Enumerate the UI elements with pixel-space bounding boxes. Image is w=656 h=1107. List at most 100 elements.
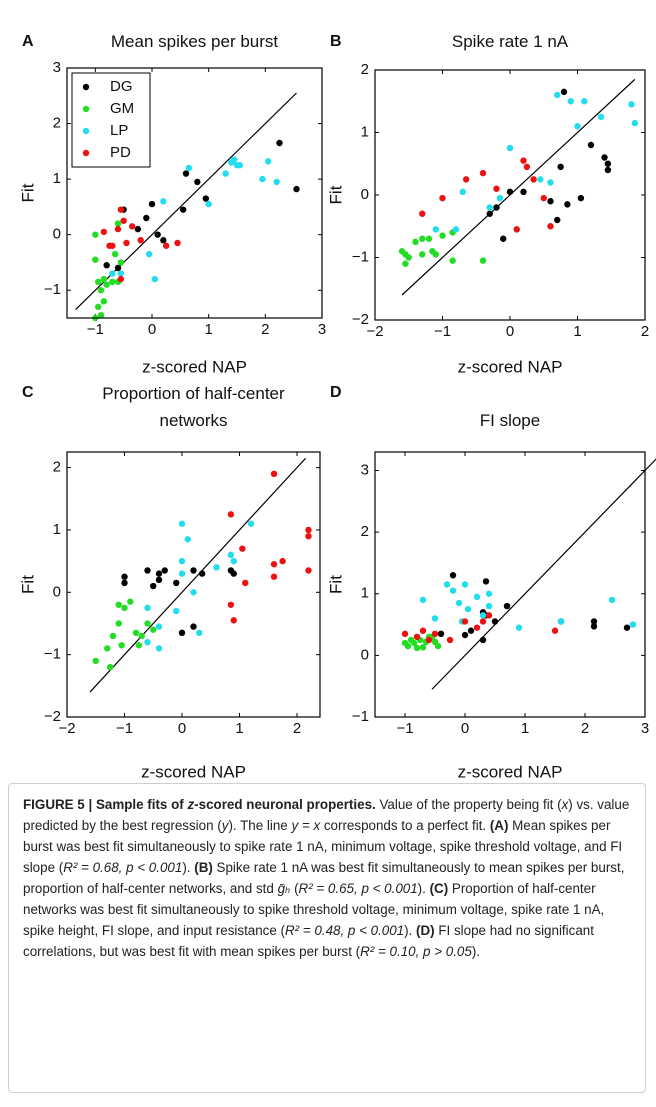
data-point bbox=[293, 185, 300, 193]
data-point bbox=[402, 260, 409, 267]
data-point bbox=[185, 164, 193, 172]
data-point bbox=[121, 579, 128, 587]
data-point bbox=[239, 545, 246, 552]
data-point bbox=[604, 160, 612, 167]
data-point bbox=[449, 572, 457, 579]
y-axis-label: Fit bbox=[326, 185, 345, 204]
panel-title: Proportion of half-center networks bbox=[102, 384, 285, 430]
axes-box bbox=[374, 451, 646, 718]
data-point bbox=[419, 235, 426, 242]
y-tick-label: 2 bbox=[361, 61, 369, 78]
data-point bbox=[452, 226, 460, 233]
x-tick-label: 1 bbox=[521, 720, 529, 737]
data-point bbox=[270, 561, 278, 568]
data-point bbox=[115, 620, 122, 627]
data-point bbox=[137, 237, 144, 244]
data-point bbox=[94, 278, 102, 286]
data-point bbox=[213, 564, 220, 571]
data-point bbox=[449, 257, 456, 264]
data-point bbox=[439, 194, 446, 202]
data-point bbox=[486, 210, 493, 217]
caption-text: (A) bbox=[489, 818, 509, 833]
data-point bbox=[513, 226, 520, 233]
data-point bbox=[109, 278, 116, 286]
data-point bbox=[461, 581, 469, 588]
data-point bbox=[557, 163, 564, 171]
caption-text: ). The line bbox=[228, 818, 292, 833]
data-point bbox=[127, 598, 134, 605]
data-point bbox=[305, 526, 312, 534]
data-point bbox=[482, 578, 490, 585]
data-point bbox=[179, 206, 187, 213]
data-point bbox=[202, 195, 210, 202]
y-tick-label: 3 bbox=[361, 461, 369, 478]
data-point bbox=[270, 470, 278, 478]
data-point bbox=[92, 231, 99, 238]
axes-box bbox=[66, 67, 323, 319]
data-point bbox=[92, 657, 99, 665]
data-point bbox=[479, 169, 487, 177]
data-point bbox=[134, 225, 142, 233]
data-point bbox=[547, 198, 554, 205]
caption-text: (D) bbox=[416, 923, 435, 938]
data-point bbox=[479, 618, 487, 625]
data-point bbox=[247, 520, 255, 527]
caption-text: ). bbox=[404, 923, 417, 938]
panel-title: Spike rate 1 nA bbox=[451, 32, 569, 51]
data-point bbox=[227, 511, 235, 518]
data-point bbox=[540, 194, 547, 202]
data-point bbox=[515, 624, 523, 631]
data-point bbox=[92, 256, 99, 263]
legend-label: LP bbox=[110, 122, 128, 139]
data-point bbox=[178, 557, 186, 565]
data-point bbox=[628, 101, 635, 108]
data-point bbox=[117, 275, 125, 283]
data-point bbox=[305, 567, 312, 574]
data-point bbox=[160, 198, 167, 205]
data-point bbox=[425, 636, 433, 644]
data-point bbox=[547, 179, 554, 186]
data-point bbox=[461, 631, 469, 639]
x-tick-label: 2 bbox=[581, 720, 589, 737]
legend-label: DG bbox=[110, 78, 133, 95]
data-point bbox=[150, 626, 157, 633]
caption-text: Mean spikes per burst was best fit simul… bbox=[23, 818, 623, 875]
data-point bbox=[577, 194, 585, 202]
caption-text: FI slope had no significant correlations… bbox=[23, 923, 594, 959]
data-point bbox=[148, 200, 156, 208]
data-point bbox=[419, 596, 427, 604]
caption-text: (C) bbox=[429, 881, 449, 896]
data-point bbox=[590, 623, 598, 630]
data-point bbox=[230, 617, 237, 624]
data-point bbox=[464, 605, 472, 613]
data-point bbox=[279, 557, 286, 565]
data-point bbox=[462, 176, 470, 183]
data-point bbox=[135, 642, 143, 649]
data-point bbox=[132, 629, 140, 637]
data-point bbox=[144, 567, 151, 574]
data-point bbox=[161, 567, 168, 574]
data-point bbox=[150, 582, 157, 590]
data-point bbox=[506, 144, 514, 152]
data-point bbox=[103, 281, 110, 288]
data-point bbox=[173, 607, 180, 615]
data-point bbox=[97, 287, 105, 294]
caption-text: ). bbox=[471, 944, 480, 959]
data-point bbox=[178, 570, 186, 577]
data-point bbox=[431, 615, 439, 622]
data-point bbox=[587, 141, 595, 149]
data-point bbox=[419, 251, 426, 258]
data-point bbox=[547, 223, 554, 230]
data-point bbox=[493, 204, 500, 211]
y-tick-label: 3 bbox=[53, 59, 61, 76]
data-point bbox=[431, 630, 439, 638]
data-point bbox=[419, 644, 427, 651]
legend-label: GM bbox=[110, 100, 134, 117]
x-tick-label: 0 bbox=[461, 720, 469, 737]
y-tick-label: 1 bbox=[53, 170, 61, 187]
data-point bbox=[530, 176, 537, 183]
data-point bbox=[155, 570, 163, 577]
data-point bbox=[410, 639, 418, 647]
data-point bbox=[222, 170, 229, 177]
caption-text: y = x bbox=[291, 818, 321, 833]
